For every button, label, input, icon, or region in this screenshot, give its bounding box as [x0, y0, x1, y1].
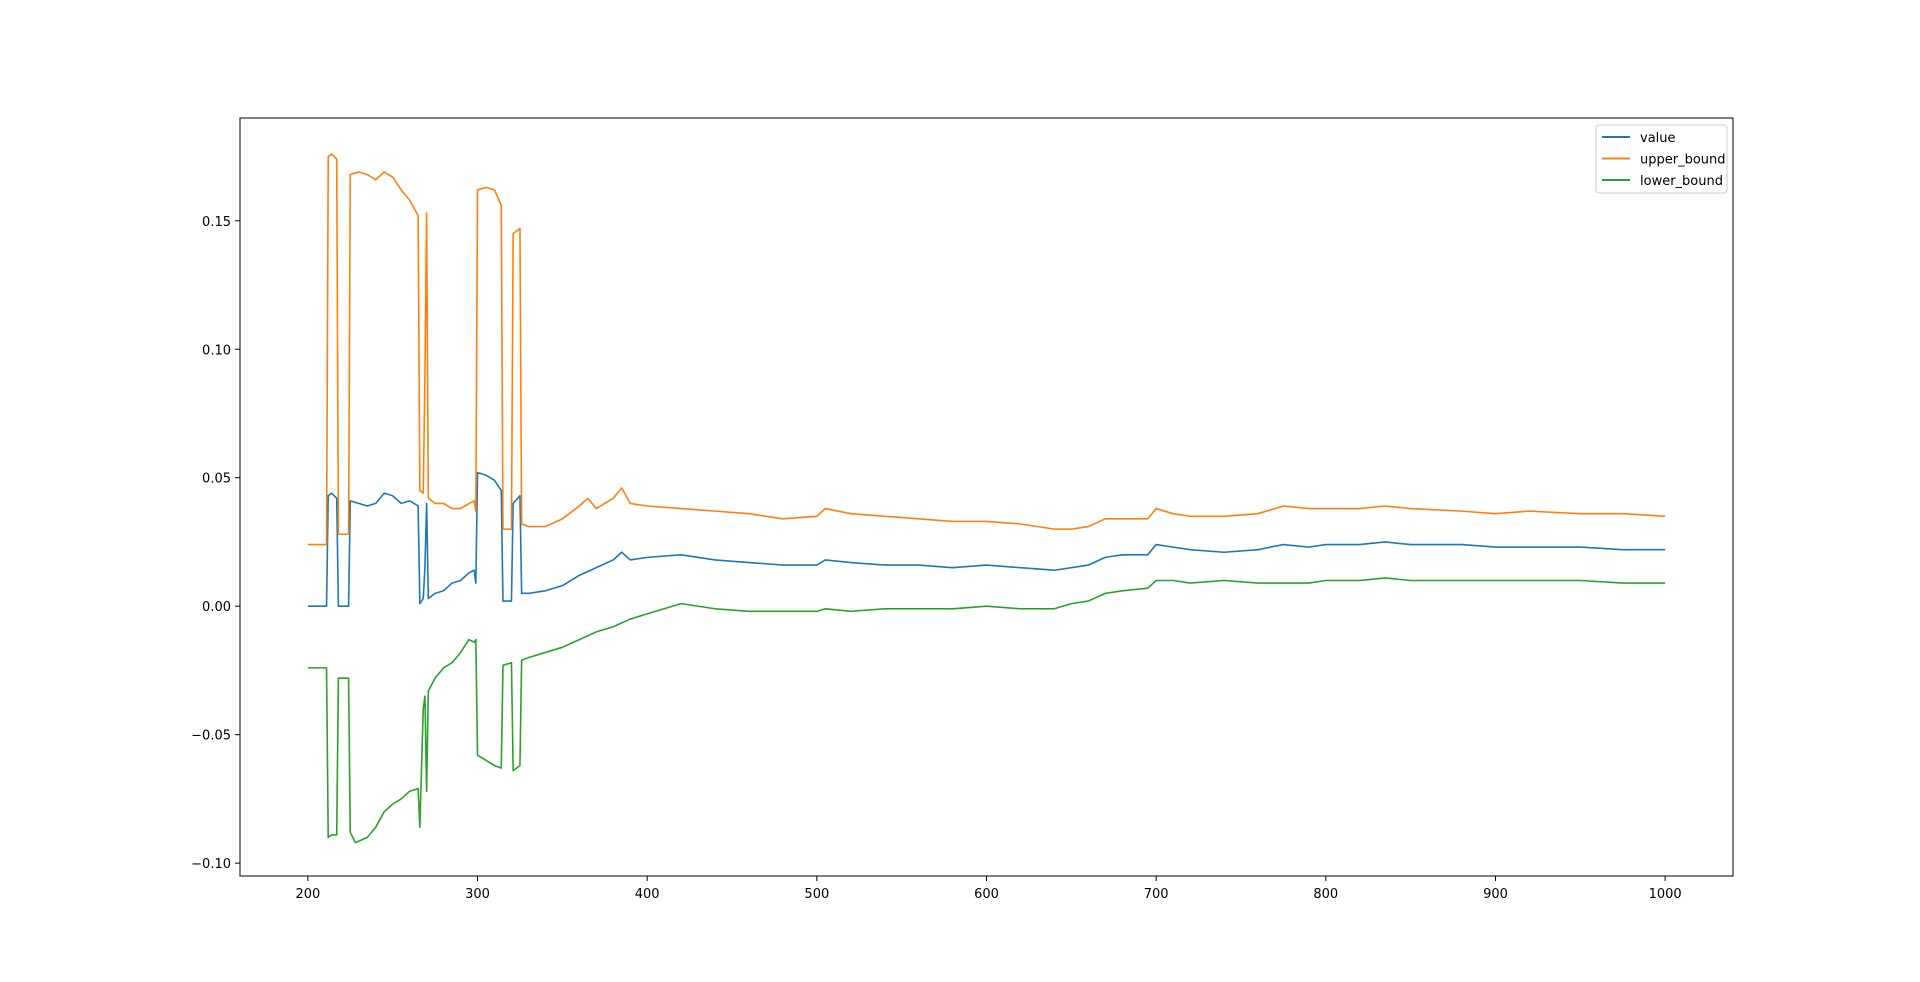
x-tick-label: 600 [974, 887, 999, 902]
x-tick-label: 400 [635, 887, 660, 902]
legend-label-lower-bound: lower_bound [1640, 174, 1723, 189]
y-tick-label: 0.15 [202, 215, 231, 230]
x-tick-label: 900 [1483, 887, 1508, 902]
x-axis: 200 300 400 500 600 700 800 900 1000 [295, 876, 1682, 902]
y-tick-label: 0.05 [202, 472, 231, 487]
legend-label-upper-bound: upper_bound [1640, 153, 1726, 168]
series-line-upper-bound [307, 153, 1666, 546]
x-tick-label: 500 [804, 887, 829, 902]
x-tick-label: 1000 [1649, 887, 1682, 902]
x-tick-label: 700 [1144, 887, 1169, 902]
legend-box [1595, 124, 1728, 194]
legend: value upper_bound lower_bound [1595, 124, 1728, 194]
x-tick-label: 800 [1313, 887, 1338, 902]
y-tick-label: −0.05 [191, 729, 231, 744]
y-tick-label: −0.10 [191, 857, 231, 872]
x-tick-label: 300 [465, 887, 490, 902]
y-tick-label: 0.10 [202, 343, 231, 358]
y-axis: −0.10 −0.05 0.00 0.05 0.10 0.15 [191, 215, 240, 872]
legend-label-value: value [1640, 131, 1676, 146]
x-tick-label: 200 [295, 887, 320, 902]
series-line-lower-bound [307, 577, 1666, 844]
y-tick-label: 0.00 [202, 600, 231, 615]
series-layer [307, 153, 1666, 844]
series-line-value [307, 471, 1666, 607]
